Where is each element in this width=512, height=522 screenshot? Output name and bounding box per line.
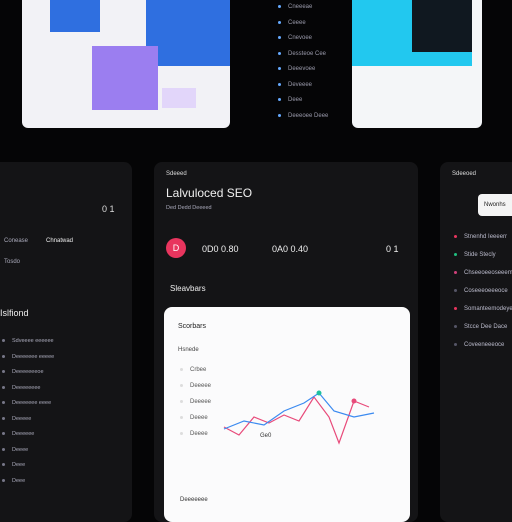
bullet [180, 368, 183, 371]
bullet [2, 447, 5, 451]
right-panel: Sdeeoed Nwonhs Stnenhd Ieeeerr Stide Stec… [440, 162, 512, 522]
list-item[interactable]: Cneeeae [288, 4, 313, 10]
list-item[interactable]: Deeeeee [12, 431, 35, 437]
list-item[interactable]: Somanteemodeyee [464, 306, 512, 312]
bullet [454, 307, 457, 310]
list-item[interactable]: Deeeee [190, 383, 212, 389]
list-item[interactable]: Deeeee [12, 415, 32, 422]
list-item[interactable]: Coseeeoeeeoce [464, 288, 508, 294]
label: Hsnede [178, 347, 199, 353]
list-item[interactable]: Deeevoee [288, 66, 316, 72]
bullet [2, 385, 5, 389]
preview-card [22, 0, 230, 128]
footer: Deeeeeee [180, 497, 208, 503]
subtitle: Tosdo [4, 259, 21, 265]
counter: 0 1 [386, 244, 399, 254]
preview-card [352, 0, 482, 128]
block [50, 0, 100, 32]
line-chart [223, 390, 375, 445]
stat: 0D0 0.80 [202, 244, 239, 254]
tab[interactable]: Conease [4, 238, 29, 244]
list-item[interactable]: Sdveeee eeeeee [12, 338, 54, 344]
card-title: Scorbars [178, 323, 207, 330]
bullet [180, 400, 183, 403]
line [223, 392, 375, 430]
list-item[interactable]: Ceeee [288, 19, 306, 26]
block [92, 46, 158, 110]
list-item[interactable]: Chseeoeeoseeem [464, 270, 512, 276]
list-item[interactable]: Crbee [190, 367, 207, 373]
list-item[interactable]: Deeee [12, 446, 29, 453]
chart-label: Ge0 [260, 433, 272, 439]
bullet [278, 51, 281, 55]
bullet [278, 36, 281, 39]
list-item[interactable]: Deeeoee Deee [288, 112, 329, 119]
list-item[interactable]: Deeeeeeeoe [12, 369, 44, 375]
bullet [2, 432, 5, 435]
left-panel: 0 1 Conease Chnatwad Tosdo Islfiond Sdve… [0, 162, 132, 522]
bullet [2, 401, 5, 404]
center-panel: Sdeeed Lalvuloced SEO Ded Dedd Deeeed D … [154, 162, 418, 522]
bullet [454, 343, 457, 346]
bullet [278, 82, 281, 86]
list-item[interactable]: Deeee [190, 415, 208, 421]
bullet [2, 416, 5, 420]
bullet [454, 253, 457, 256]
bullet [278, 20, 281, 24]
app-name: Sdeeoed [452, 171, 477, 177]
stat: 0A0 0.40 [272, 244, 309, 254]
bullet [2, 478, 5, 482]
list-item[interactable]: Deeeeeeee [12, 384, 41, 391]
bullet [278, 5, 281, 8]
list-item[interactable]: Stcce Dee Dace [464, 324, 508, 330]
chart-card: Scorbars Hsnede Crbee Deeeee Deeeee Deeee De… [164, 307, 410, 522]
line [223, 395, 370, 445]
bullet [454, 325, 457, 328]
list-item[interactable]: Deveeee [288, 81, 313, 88]
block [146, 0, 230, 66]
bullet [278, 98, 281, 101]
button[interactable]: Nwonhs [478, 194, 512, 216]
list-item[interactable]: Deee [12, 462, 26, 468]
list-item[interactable]: Deeeeeee eeeee [12, 353, 55, 360]
block [162, 88, 196, 108]
list-item[interactable]: Coveeneeeoce [464, 342, 505, 348]
list-item[interactable]: Stnenhd Ieeeerr [464, 234, 508, 240]
list-item[interactable]: Deeeee [190, 399, 212, 405]
bullet [2, 339, 5, 342]
dot [316, 390, 322, 396]
counter: 0 1 [102, 204, 115, 214]
page-title: Lalvuloced SEO [166, 186, 253, 200]
dot [351, 398, 357, 404]
bullet [180, 432, 183, 435]
list-item[interactable]: Dessteoe Cee [288, 50, 327, 57]
list-item[interactable]: Deeeeeee eeee [12, 400, 52, 406]
list-item[interactable]: Deee [12, 477, 26, 484]
list-item[interactable]: Stide Stecly [464, 252, 496, 258]
tab[interactable]: Chnatwad [46, 238, 74, 244]
block [412, 0, 472, 52]
list-item[interactable]: Deeee [190, 431, 208, 437]
list-item[interactable]: Cnevoee [288, 35, 313, 41]
bullet [2, 370, 5, 373]
bullet [278, 113, 281, 117]
bullet [2, 354, 5, 358]
bullet [278, 67, 281, 70]
subtitle: Ded Dedd Deeeed [166, 205, 212, 211]
bullet [454, 289, 457, 292]
avatar: D [166, 238, 186, 258]
bullet [180, 416, 183, 419]
bullet [454, 235, 457, 238]
app-name: Sdeeed [166, 171, 187, 177]
heading: Islfiond [0, 308, 29, 318]
bullet [454, 271, 457, 274]
bullet [180, 384, 183, 387]
section-title: Sleavbars [170, 284, 206, 293]
bullet [2, 463, 5, 466]
list-item[interactable]: Deee [288, 97, 303, 103]
